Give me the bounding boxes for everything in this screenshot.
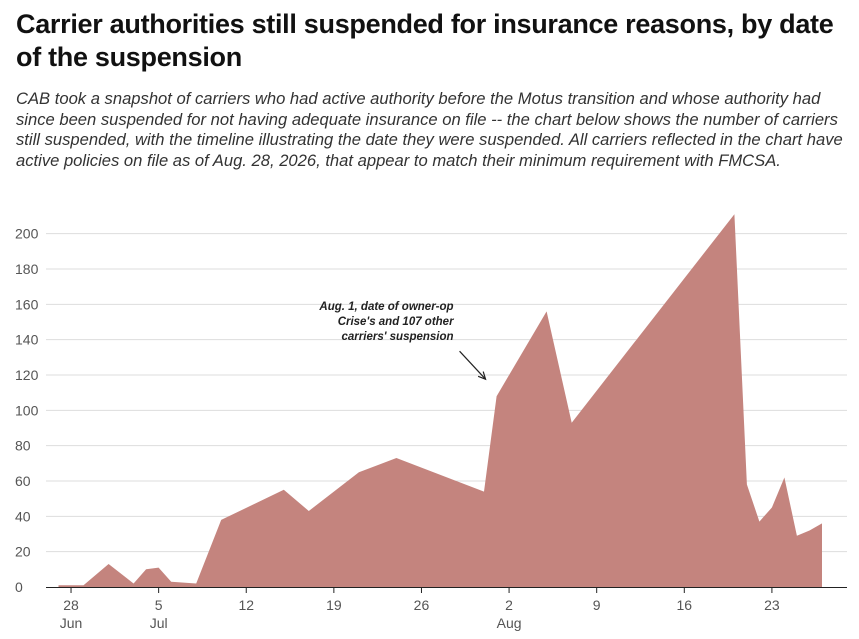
chart-title: Carrier authorities still suspended for … xyxy=(16,9,834,72)
x-axis: 28 Jun 5 Jul 12 19 26 2 Aug 9 16 23 xyxy=(46,587,847,631)
y-tick-label-180: 180 xyxy=(15,261,39,277)
data-point-13 xyxy=(482,490,486,494)
x-tick-label-2026-08-02: 2 xyxy=(505,597,513,613)
data-point-0 xyxy=(57,583,61,587)
x-month-label-aug: Aug xyxy=(497,615,522,631)
y-tick-label-120: 120 xyxy=(15,367,39,383)
annotation-arrowhead-0 xyxy=(477,371,487,381)
y-tick-label-160: 160 xyxy=(15,296,39,312)
data-point-15 xyxy=(545,309,549,313)
data-point-7 xyxy=(194,582,198,586)
chart-subtitle: CAB took a snapshot of carriers who had … xyxy=(16,89,843,170)
x-tick-label-2026-07-05: 5 xyxy=(155,597,163,613)
x-month-label-jun: Jun xyxy=(60,615,83,631)
x-tick-label-2026-08-23: 23 xyxy=(764,597,780,613)
y-axis: 0 20 40 60 80 100 120 140 160 180 200 xyxy=(15,226,39,595)
y-tick-label-140: 140 xyxy=(15,332,39,348)
annotation-line-2: carriers' suspension xyxy=(342,331,454,343)
x-tick-label-2026-07-19: 19 xyxy=(326,597,342,613)
data-point-23 xyxy=(808,529,812,533)
annotation-arrow-0 xyxy=(459,350,487,380)
y-tick-label-100: 100 xyxy=(15,402,39,418)
data-point-9 xyxy=(282,488,286,492)
y-tick-label-40: 40 xyxy=(15,508,31,524)
data-point-10 xyxy=(307,509,311,513)
data-point-21 xyxy=(782,476,786,480)
data-point-20 xyxy=(770,506,774,510)
y-tick-label-20: 20 xyxy=(15,544,31,560)
data-point-4 xyxy=(144,567,148,571)
y-tick-label-0: 0 xyxy=(15,579,23,595)
x-tick-label-2026-07-12: 12 xyxy=(238,597,254,613)
data-point-8 xyxy=(219,518,223,522)
data-point-2 xyxy=(107,562,111,566)
y-tick-label-80: 80 xyxy=(15,438,31,454)
data-point-5 xyxy=(157,566,161,570)
data-point-14 xyxy=(495,394,499,398)
y-tick-label-60: 60 xyxy=(15,473,31,489)
annotation-line-0: Aug. 1, date of owner-op xyxy=(318,301,453,313)
data-point-16 xyxy=(570,421,574,425)
data-point-18 xyxy=(745,483,749,487)
data-point-11 xyxy=(357,470,361,474)
data-point-22 xyxy=(795,534,799,538)
x-month-label-jul: Jul xyxy=(150,615,168,631)
data-point-19 xyxy=(757,520,761,524)
data-point-1 xyxy=(82,583,86,587)
y-tick-label-200: 200 xyxy=(15,226,39,242)
data-point-17 xyxy=(732,212,736,216)
x-tick-label-2026-08-16: 16 xyxy=(677,597,693,613)
annotations: Aug. 1, date of owner-op Crise's and 107 … xyxy=(318,301,487,381)
annotation-line-1: Crise's and 107 other xyxy=(338,316,454,328)
data-point-3 xyxy=(132,582,136,586)
data-point-12 xyxy=(394,456,398,460)
data-point-6 xyxy=(169,580,173,584)
x-tick-label-2026-06-28: 28 xyxy=(63,597,79,613)
x-tick-label-2026-08-09: 9 xyxy=(593,597,601,613)
data-point-24 xyxy=(820,521,824,525)
x-tick-label-2026-07-26: 26 xyxy=(414,597,430,613)
data-area xyxy=(57,212,824,587)
area-series-0 xyxy=(58,214,822,587)
